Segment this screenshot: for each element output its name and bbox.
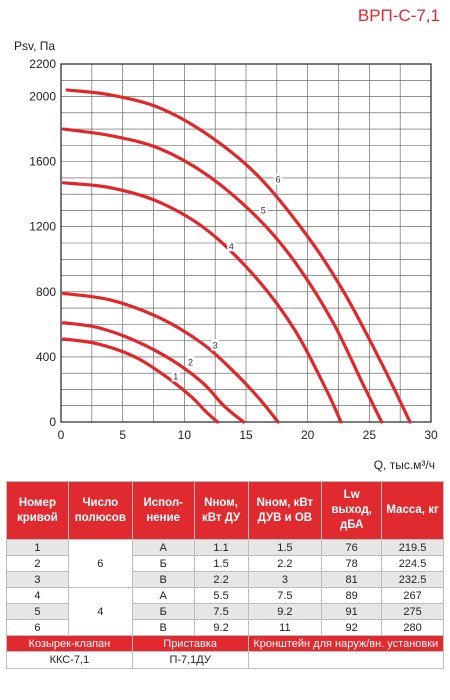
cell-mass: 280 xyxy=(381,619,444,636)
accessories-value-row: ККС-7,1 П-7,1ДУ xyxy=(6,651,445,669)
header-power-duv: Nном, кВт ДУВ и ОВ xyxy=(247,481,323,540)
x-tick-label: 25 xyxy=(363,428,377,442)
curve-label-bg xyxy=(211,339,220,351)
plot-frame xyxy=(60,63,432,423)
y-tick-label: 400 xyxy=(36,350,56,364)
curve-label-6: 6 xyxy=(276,175,281,185)
cell-exec: А xyxy=(131,587,195,604)
x-axis-label: Q, тыс.м³/ч xyxy=(374,458,435,472)
cell-curve: 1 xyxy=(6,539,69,556)
x-tick-label: 20 xyxy=(301,428,315,442)
performance-curve-3 xyxy=(61,291,280,424)
cell-n-duv: 1.5 xyxy=(247,539,323,556)
cell-lw: 92 xyxy=(321,619,383,636)
table-row: 3 В 2.2 3 81 232.5 xyxy=(6,571,444,588)
cell-n-duv: 3 xyxy=(247,571,323,588)
table-row: 5 Б 7.5 9.2 91 275 xyxy=(6,603,444,620)
cell-n-du: 1.5 xyxy=(193,555,249,572)
cell-lw: 76 xyxy=(321,539,383,556)
cell-exec: Б xyxy=(131,603,195,620)
cell-mass: 224.5 xyxy=(381,555,444,572)
cell-lw: 89 xyxy=(321,587,383,604)
cell-lw: 91 xyxy=(321,603,383,620)
table-header-row: Номер кривой Число полюсов Испол-нение N… xyxy=(6,481,444,540)
y-tick-label: 2000 xyxy=(29,90,56,104)
y-tick-label: 800 xyxy=(36,285,56,299)
accessory-bracket-value xyxy=(247,651,445,669)
model-title: ВРП-С-7,1 xyxy=(357,6,440,25)
cell-n-du: 1.1 xyxy=(193,539,249,556)
curve-label-3: 3 xyxy=(213,341,218,351)
performance-curve-5 xyxy=(61,127,384,424)
cell-n-du: 2.2 xyxy=(193,571,249,588)
cell-exec: В xyxy=(131,619,195,636)
cell-mass: 219.5 xyxy=(381,539,444,556)
cell-n-duv: 9.2 xyxy=(247,603,323,620)
cell-mass: 275 xyxy=(381,603,444,620)
x-tick-label: 10 xyxy=(178,428,192,442)
x-tick-label: 15 xyxy=(239,428,253,442)
accessory-bracket-label: Кронштейн для наруж/вн. установки xyxy=(247,635,445,652)
performance-curve-1 xyxy=(61,337,220,424)
cell-poles: 6 xyxy=(67,539,133,588)
cell-mass: 267 xyxy=(381,587,444,604)
header-power-du: Nном, кВт ДУ xyxy=(193,481,249,540)
accessories-header-row: Козырек-клапан Приставка Кронштейн для н… xyxy=(6,635,445,652)
accessory-visor-value: ККС-7,1 xyxy=(6,651,133,669)
curve-label-bg xyxy=(227,240,236,252)
cell-n-du: 7.5 xyxy=(193,603,249,620)
performance-curve-6 xyxy=(65,88,412,424)
cell-mass: 232.5 xyxy=(381,571,444,588)
x-tick-label: 30 xyxy=(424,428,438,442)
header-noise: Lw выход, дБА xyxy=(321,481,383,540)
cell-curve: 4 xyxy=(6,587,69,604)
table-row: 6 В 9.2 11 92 280 xyxy=(6,619,444,636)
y-tick-label: 2200 xyxy=(29,57,56,71)
cell-exec: А xyxy=(131,539,195,556)
x-tick-label: 0 xyxy=(58,428,65,442)
cell-curve: 2 xyxy=(6,555,69,572)
cell-curve: 3 xyxy=(6,571,69,588)
cell-curve: 6 xyxy=(6,619,69,636)
cell-n-duv: 11 xyxy=(247,619,323,636)
curve-label-5: 5 xyxy=(261,205,266,215)
cell-lw: 78 xyxy=(321,555,383,572)
cell-lw: 81 xyxy=(321,571,383,588)
cell-n-du: 9.2 xyxy=(193,619,249,636)
header-curve-number: Номер кривой xyxy=(6,481,69,540)
performance-curve-4 xyxy=(61,181,343,424)
y-tick-label: 0 xyxy=(49,415,56,429)
curve-label-bg xyxy=(186,356,195,368)
curve-label-2: 2 xyxy=(188,358,193,368)
header-mass: Масса, кг xyxy=(381,481,444,540)
spec-table: Номер кривой Число полюсов Испол-нение N… xyxy=(6,481,445,669)
curve-label-4: 4 xyxy=(229,241,234,251)
header-poles: Число полюсов xyxy=(67,481,133,540)
curve-label-bg xyxy=(274,173,283,185)
fan-performance-chart: 0 5 10 15 20 25 3004008001200160020002200Psv, … xyxy=(14,39,438,472)
performance-curve-2 xyxy=(61,321,246,424)
curve-label-bg xyxy=(259,204,268,216)
cell-poles: 4 xyxy=(67,587,133,636)
cell-n-duv: 2.2 xyxy=(247,555,323,572)
accessory-stand-value: П-7,1ДУ xyxy=(131,651,249,669)
table-row: 4 4 А 5.5 7.5 89 267 xyxy=(6,587,444,636)
x-tick-label: 5 xyxy=(119,428,126,442)
y-tick-label: 1600 xyxy=(29,155,56,169)
curve-label-bg xyxy=(171,370,180,382)
y-tick-label: 1200 xyxy=(29,220,56,234)
cell-n-du: 5.5 xyxy=(193,587,249,604)
accessory-visor-label: Козырек-клапан xyxy=(6,635,133,652)
cell-exec: Б xyxy=(131,555,195,572)
cell-n-duv: 7.5 xyxy=(247,587,323,604)
accessory-stand-label: Приставка xyxy=(131,635,249,652)
y-axis-label: Psv, Па xyxy=(14,39,55,53)
cell-exec: В xyxy=(131,571,195,588)
cell-curve: 5 xyxy=(6,603,69,620)
header-execution: Испол-нение xyxy=(131,481,195,540)
curve-label-1: 1 xyxy=(173,371,178,381)
table-row: 1 6 А 1.1 1.5 76 219.5 xyxy=(6,539,444,588)
